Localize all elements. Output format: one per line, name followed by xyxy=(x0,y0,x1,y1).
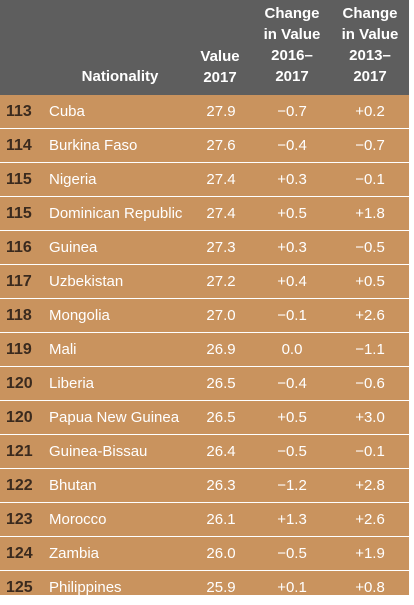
value-2017-cell: 27.4 xyxy=(206,171,236,188)
nationality-cell: Guinea xyxy=(49,239,98,256)
value-2017-cell: 27.6 xyxy=(206,137,236,154)
change-2016-2017-cell: −0.1 xyxy=(277,307,307,324)
change-2013-2017-cell: +0.5 xyxy=(355,273,385,290)
change-2013-2017-cell: −0.6 xyxy=(355,375,385,392)
nationality-cell: Liberia xyxy=(49,375,95,392)
rank-cell: 121 xyxy=(6,443,33,460)
nationality-cell: Morocco xyxy=(49,511,107,528)
table-row: 124 Zambia 26.0 −0.5 +1.9 xyxy=(0,537,409,571)
table-row: 119 Mali 26.9 0.0 −1.1 xyxy=(0,333,409,367)
value-2017-cell: 27.2 xyxy=(206,273,236,290)
table-row: 122 Bhutan 26.3 −1.2 +2.8 xyxy=(0,469,409,503)
header-value-2017: Value 2017 xyxy=(200,48,240,86)
table-row: 118 Mongolia 27.0 −0.1 +2.6 xyxy=(0,299,409,333)
value-2017-cell: 27.4 xyxy=(206,205,236,222)
change-2016-2017-cell: +0.5 xyxy=(277,205,307,222)
rank-cell: 122 xyxy=(6,477,33,494)
nationality-cell: Guinea-Bissau xyxy=(49,443,148,460)
value-2017-cell: 26.9 xyxy=(206,341,236,358)
change-2016-2017-cell: −0.4 xyxy=(277,137,307,154)
nationality-cell: Bhutan xyxy=(49,477,97,494)
change-2013-2017-cell: −0.1 xyxy=(355,171,385,188)
change-2013-2017-cell: +1.8 xyxy=(355,205,385,222)
change-2013-2017-cell: +2.6 xyxy=(355,511,385,528)
rank-cell: 118 xyxy=(6,307,32,324)
header-nationality: Nationality xyxy=(81,68,159,85)
change-2013-2017-cell: −0.5 xyxy=(355,239,385,256)
value-2017-cell: 27.0 xyxy=(206,307,236,324)
nationality-cell: Cuba xyxy=(49,103,85,120)
change-2016-2017-cell: −1.2 xyxy=(277,477,307,494)
table-row: 115 Nigeria 27.4 +0.3 −0.1 xyxy=(0,163,409,197)
change-2016-2017-cell: −0.5 xyxy=(277,545,307,562)
table-row: 120 Liberia 26.5 −0.4 −0.6 xyxy=(0,367,409,401)
change-2016-2017-cell: +0.5 xyxy=(277,409,307,426)
table-row: 116 Guinea 27.3 +0.3 −0.5 xyxy=(0,231,409,265)
table-body: 113 Cuba 27.9 −0.7 +0.2 114 Burkina Faso 27.6 −0… xyxy=(0,95,409,605)
table-row: 123 Morocco 26.1 +1.3 +2.6 xyxy=(0,503,409,537)
rank-cell: 114 xyxy=(6,137,32,154)
change-2016-2017-cell: 0.0 xyxy=(281,341,303,358)
rank-cell: 117 xyxy=(6,273,32,290)
nationality-cell: Philippines xyxy=(49,579,122,596)
rank-cell: 119 xyxy=(6,341,32,358)
table-row: 121 Guinea-Bissau 26.4 −0.5 −0.1 xyxy=(0,435,409,469)
nationality-cell: Dominican Republic xyxy=(49,205,183,222)
change-2016-2017-cell: +0.3 xyxy=(277,239,307,256)
table-row: 115 Dominican Republic 27.4 +0.5 +1.8 xyxy=(0,197,409,231)
change-2016-2017-cell: −0.7 xyxy=(277,103,307,120)
change-2016-2017-cell: +1.3 xyxy=(277,511,307,528)
value-2017-cell: 26.3 xyxy=(206,477,236,494)
value-2017-cell: 26.0 xyxy=(206,545,236,562)
change-2013-2017-cell: +3.0 xyxy=(355,409,385,426)
rank-cell: 125 xyxy=(6,579,33,596)
header-change-2013-2017: Change in Value 2013– 2017 xyxy=(341,5,399,85)
value-2017-cell: 27.9 xyxy=(206,103,236,120)
rank-cell: 115 xyxy=(6,205,32,222)
change-2016-2017-cell: +0.4 xyxy=(277,273,307,290)
change-2016-2017-cell: −0.4 xyxy=(277,375,307,392)
nationality-cell: Zambia xyxy=(49,545,100,562)
nationality-cell: Nigeria xyxy=(49,171,97,188)
value-2017-cell: 26.1 xyxy=(206,511,236,528)
table-row: 114 Burkina Faso 27.6 −0.4 −0.7 xyxy=(0,129,409,163)
nationality-cell: Mali xyxy=(49,341,77,358)
change-2013-2017-cell: +0.8 xyxy=(355,579,385,596)
rank-cell: 115 xyxy=(6,171,32,188)
change-2013-2017-cell: +2.6 xyxy=(355,307,385,324)
table-header: Nationality Value 2017 Change in Value 2… xyxy=(0,0,409,95)
change-2013-2017-cell: +2.8 xyxy=(355,477,385,494)
value-2017-cell: 26.4 xyxy=(206,443,236,460)
rank-cell: 113 xyxy=(6,103,32,120)
rank-cell: 124 xyxy=(6,545,33,562)
rank-cell: 120 xyxy=(6,409,33,426)
value-2017-cell: 25.9 xyxy=(206,579,236,596)
change-2013-2017-cell: −1.1 xyxy=(355,341,385,358)
table-row: 120 Papua New Guinea 26.5 +0.5 +3.0 xyxy=(0,401,409,435)
table-row: 125 Philippines 25.9 +0.1 +0.8 xyxy=(0,571,409,605)
value-2017-cell: 26.5 xyxy=(206,375,236,392)
nationality-cell: Uzbekistan xyxy=(49,273,124,290)
value-2017-cell: 27.3 xyxy=(206,239,236,256)
table-row: 113 Cuba 27.9 −0.7 +0.2 xyxy=(0,95,409,129)
change-2013-2017-cell: +1.9 xyxy=(355,545,385,562)
header-change-2016-2017: Change in Value 2016– 2017 xyxy=(263,5,321,85)
change-2016-2017-cell: −0.5 xyxy=(277,443,307,460)
change-2016-2017-cell: +0.1 xyxy=(277,579,307,596)
nationality-cell: Burkina Faso xyxy=(49,137,138,154)
change-2013-2017-cell: −0.7 xyxy=(355,137,385,154)
rank-cell: 116 xyxy=(6,239,32,256)
change-2013-2017-cell: −0.1 xyxy=(355,443,385,460)
nationality-cell: Mongolia xyxy=(49,307,110,324)
value-2017-cell: 26.5 xyxy=(206,409,236,426)
change-2016-2017-cell: +0.3 xyxy=(277,171,307,188)
rank-cell: 120 xyxy=(6,375,33,392)
table-row: 117 Uzbekistan 27.2 +0.4 +0.5 xyxy=(0,265,409,299)
change-2013-2017-cell: +0.2 xyxy=(355,103,385,120)
nationality-cell: Papua New Guinea xyxy=(49,409,180,426)
rank-cell: 123 xyxy=(6,511,33,528)
